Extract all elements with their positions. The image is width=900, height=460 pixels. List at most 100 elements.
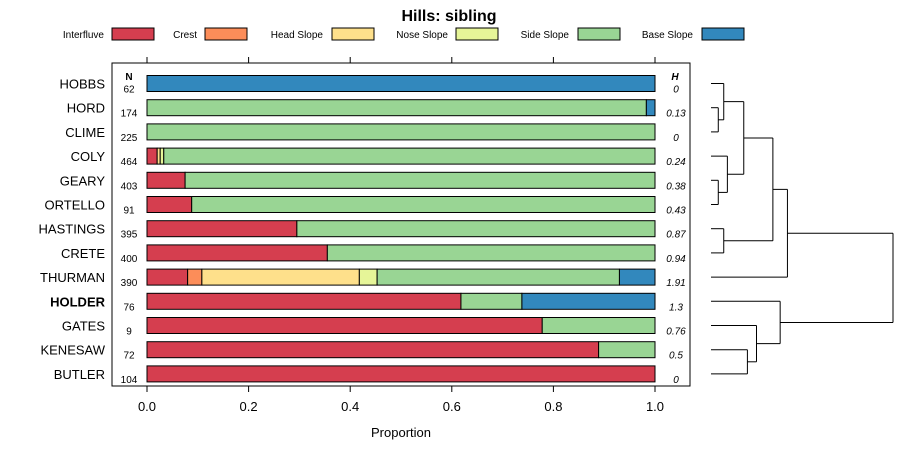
n-value: 395 (121, 230, 138, 241)
bar-segment-side-slope (163, 147, 656, 165)
row-ortello: ORTELLO 91 0.43 (45, 196, 686, 217)
bar-segment-interfluve (146, 196, 193, 213)
x-tick-label: 0.6 (443, 399, 461, 414)
n-value: 9 (126, 327, 132, 338)
h-value: 0.38 (666, 181, 686, 192)
legend-label-interfluve: Interfluve (63, 30, 105, 41)
row-coly: COLY 464 0.24 (71, 147, 686, 168)
bar-segment-interfluve (146, 341, 600, 359)
h-value: 0.43 (666, 206, 686, 217)
h-value: 0 (673, 85, 679, 96)
bar-segment-side-slope (326, 244, 656, 262)
bar-segment-side-slope (296, 220, 656, 238)
legend-swatch-crest (204, 27, 248, 41)
series-label: HOLDER (50, 294, 106, 309)
row-geary: GEARY 403 0.38 (60, 171, 686, 192)
series-label: CLIME (65, 125, 105, 140)
bar-segment-crest (187, 268, 203, 286)
x-tick-label: 0.0 (138, 399, 156, 414)
legend-swatch-head-slope (331, 27, 375, 41)
row-butler: BUTLER 104 0 (54, 365, 679, 386)
bar-segment-side-slope (460, 292, 523, 310)
top-axis-ticks (146, 57, 656, 63)
bar-segment-base-slope (146, 75, 656, 92)
row-clime: CLIME 225 0 (65, 123, 679, 144)
legend-swatch-side-slope (577, 27, 621, 41)
row-kenesaw: KENESAW 72 0.5 (40, 341, 683, 362)
row-hastings: HASTINGS 395 0.87 (39, 220, 686, 241)
x-tick-label: 0.2 (240, 399, 258, 414)
bar-segment-interfluve (146, 292, 462, 310)
bar-segment-side-slope (146, 99, 647, 117)
n-value: 400 (121, 254, 138, 265)
h-value: 1.91 (666, 278, 685, 289)
bar-segment-interfluve (146, 147, 158, 165)
row-hord: HORD 174 0.13 (67, 99, 686, 120)
bar-segment-side-slope (541, 317, 656, 334)
n-column-header: N (125, 72, 132, 83)
series-label: GEARY (60, 173, 106, 188)
h-value: 0 (673, 375, 679, 386)
x-tick-label: 1.0 (646, 399, 664, 414)
series-label: BUTLER (54, 367, 105, 382)
h-value: 0.24 (666, 157, 686, 168)
bar-segment-interfluve (146, 268, 189, 286)
legend-label-base-slope: Base Slope (642, 30, 694, 41)
x-tick-label: 0.4 (341, 399, 359, 414)
legend-label-crest: Crest (173, 30, 197, 41)
n-value: 72 (123, 351, 135, 362)
n-value: 390 (121, 278, 138, 289)
bar-segment-side-slope (184, 171, 656, 189)
n-value: 91 (123, 206, 135, 217)
series-label: HORD (67, 101, 105, 116)
bar-segment-interfluve (146, 244, 328, 262)
bar-segment-base-slope (645, 99, 656, 117)
n-value: 62 (123, 85, 135, 96)
n-value: 104 (121, 375, 138, 386)
legend-label-side-slope: Side Slope (521, 30, 570, 41)
plot-frame (111, 62, 691, 387)
x-axis: 0.0 0.2 0.4 0.6 0.8 1.0 (138, 386, 664, 414)
bar-segment-side-slope (146, 123, 656, 141)
series-label: ORTELLO (45, 198, 105, 213)
legend-label-nose-slope: Nose Slope (396, 30, 448, 41)
legend: Interfluve Crest Head Slope Nose Slope Side … (63, 27, 745, 41)
x-tick-label: 0.8 (544, 399, 562, 414)
h-value: 0 (673, 133, 679, 144)
row-gates: GATES 9 0.76 (62, 317, 686, 338)
bar-segment-interfluve (146, 317, 543, 334)
row-thurman: THURMAN 390 1.91 (40, 268, 686, 289)
bar-segment-base-slope (521, 292, 656, 310)
series-label: COLY (71, 149, 106, 164)
bar-segment-side-slope (191, 196, 656, 213)
legend-swatch-nose-slope (455, 27, 499, 41)
series-label: HASTINGS (39, 222, 106, 237)
h-value: 0.94 (666, 254, 686, 265)
series-label: THURMAN (40, 270, 105, 285)
n-value: 225 (121, 133, 138, 144)
bar-segment-side-slope (376, 268, 620, 286)
n-value: 174 (121, 109, 138, 120)
dendrogram (711, 83, 894, 375)
n-value: 464 (121, 157, 138, 168)
row-crete: CRETE 400 0.94 (61, 244, 686, 265)
n-value: 403 (121, 181, 138, 192)
row-holder: HOLDER 76 1.3 (50, 292, 683, 313)
bar-segment-side-slope (598, 341, 656, 359)
n-value: 76 (123, 302, 135, 313)
h-value: 0.87 (666, 230, 686, 241)
series-label: KENESAW (40, 343, 105, 358)
legend-swatch-base-slope (701, 27, 745, 41)
legend-swatch-interfluve (111, 27, 155, 41)
bar-segment-base-slope (618, 268, 656, 286)
row-hobbs: HOBBS 62 0 (59, 75, 679, 96)
bar-segment-interfluve (146, 365, 656, 383)
bar-segment-nose-slope (159, 147, 165, 165)
legend-label-head-slope: Head Slope (271, 30, 324, 41)
series-label: CRETE (61, 246, 105, 261)
x-axis-title: Proportion (371, 425, 431, 440)
bar-segment-head-slope (201, 268, 360, 286)
bar-segment-nose-slope (358, 268, 378, 286)
chart-title: Hills: sibling (401, 8, 496, 25)
